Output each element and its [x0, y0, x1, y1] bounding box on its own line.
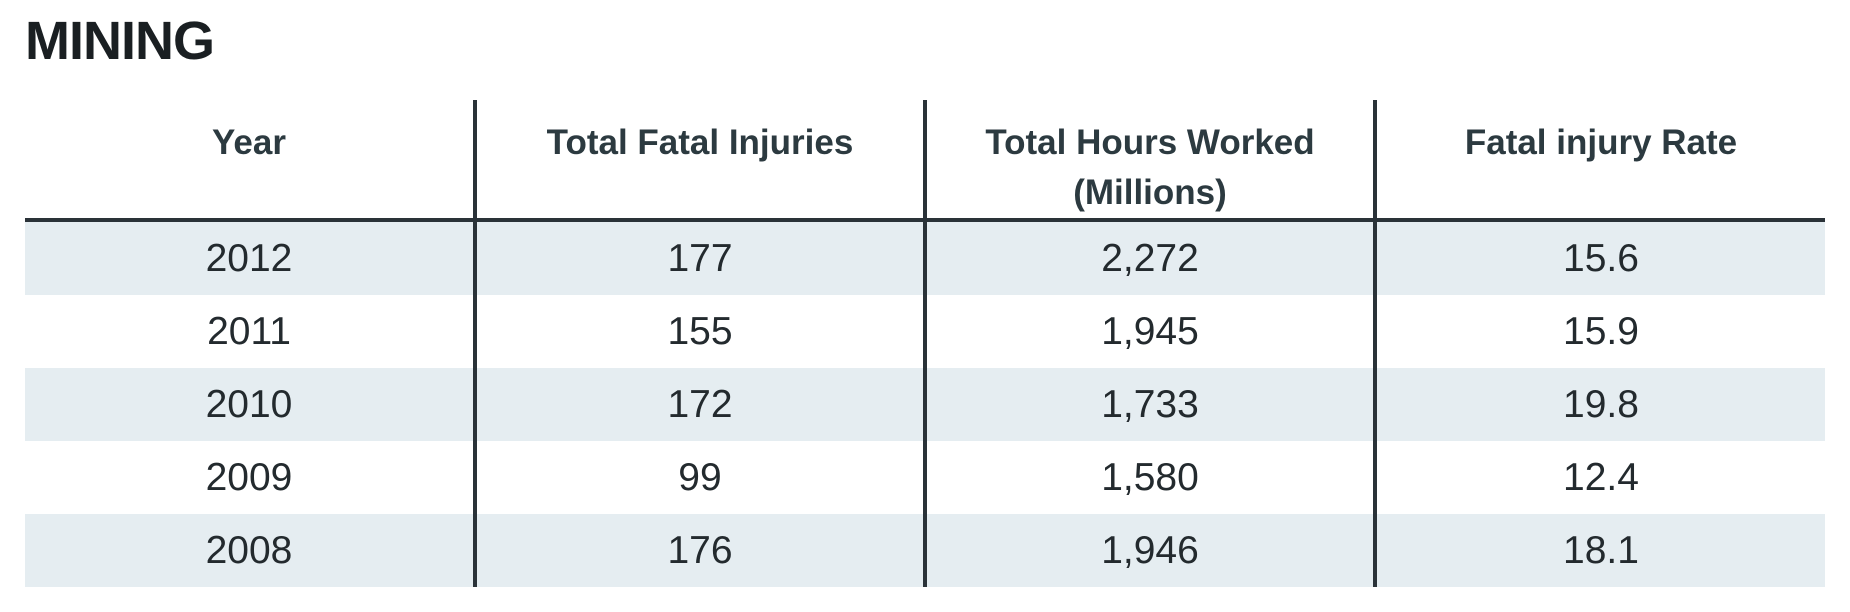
cell-fatal-injury-rate: 19.8 — [1373, 368, 1825, 441]
cell-year: 2008 — [25, 514, 475, 587]
cell-fatal-injury-rate: 15.9 — [1373, 295, 1825, 368]
table-row: 2009 99 1,580 12.4 — [25, 441, 1825, 514]
header-fatal-injury-rate-label: Fatal injury Rate — [1464, 123, 1738, 162]
cell-total-hours-worked: 1,945 — [923, 295, 1375, 368]
table-header: Year Total Fatal Injuries Total Hours Wo… — [25, 100, 1825, 222]
table-body: 2012 177 2,272 15.6 2011 155 1,945 15.9 … — [25, 220, 1825, 587]
header-year-label: Year — [212, 123, 286, 162]
header-total-hours-worked: Total Hours Worked (Millions) — [923, 100, 1375, 222]
table-row: 2010 172 1,733 19.8 — [25, 368, 1825, 441]
mining-table-container: Year Total Fatal Injuries Total Hours Wo… — [25, 100, 1825, 587]
cell-fatal-injury-rate: 15.6 — [1373, 220, 1825, 295]
header-row: Year Total Fatal Injuries Total Hours Wo… — [25, 100, 1825, 222]
table-row: 2012 177 2,272 15.6 — [25, 220, 1825, 295]
cell-fatal-injury-rate: 12.4 — [1373, 441, 1825, 514]
cell-total-hours-worked: 1,733 — [923, 368, 1375, 441]
cell-total-fatal-injuries: 172 — [473, 368, 925, 441]
cell-year: 2009 — [25, 441, 475, 514]
cell-total-hours-worked: 2,272 — [923, 220, 1375, 295]
table-row: 2008 176 1,946 18.1 — [25, 514, 1825, 587]
cell-year: 2011 — [25, 295, 475, 368]
header-total-hours-worked-line1: Total Hours Worked — [985, 123, 1315, 162]
header-total-fatal-injuries: Total Fatal Injuries — [473, 100, 925, 222]
cell-total-fatal-injuries: 177 — [473, 220, 925, 295]
cell-year: 2010 — [25, 368, 475, 441]
cell-total-hours-worked: 1,946 — [923, 514, 1375, 587]
table-title: MINING — [25, 11, 215, 71]
header-total-hours-worked-line2: (Millions) — [1073, 173, 1227, 212]
cell-total-fatal-injuries: 155 — [473, 295, 925, 368]
table-row: 2011 155 1,945 15.9 — [25, 295, 1825, 368]
cell-fatal-injury-rate: 18.1 — [1373, 514, 1825, 587]
cell-total-hours-worked: 1,580 — [923, 441, 1375, 514]
header-year: Year — [25, 100, 475, 222]
cell-year: 2012 — [25, 220, 475, 295]
cell-total-fatal-injuries: 99 — [473, 441, 925, 514]
header-total-fatal-injuries-label: Total Fatal Injuries — [546, 123, 854, 162]
cell-total-fatal-injuries: 176 — [473, 514, 925, 587]
mining-table: Year Total Fatal Injuries Total Hours Wo… — [25, 100, 1825, 587]
header-fatal-injury-rate: Fatal injury Rate — [1373, 100, 1825, 222]
